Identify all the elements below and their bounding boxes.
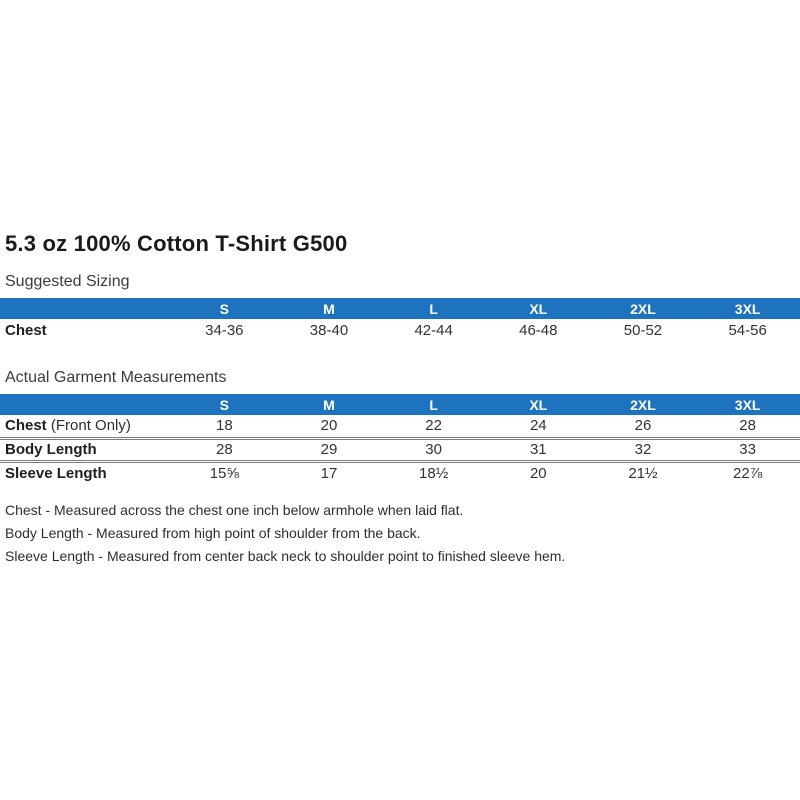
table-row-chest-front-only: Chest (Front Only) 18 20 22 24 26 28 bbox=[0, 415, 800, 438]
size-header-empty-cell bbox=[0, 394, 172, 415]
row-label-body-length: Body Length bbox=[0, 436, 172, 461]
measurement-cell: 54-56 bbox=[728, 322, 767, 339]
measurement-cell: 17 bbox=[276, 459, 382, 484]
measurement-cell: 46-48 bbox=[519, 322, 558, 339]
measurement-cell: 28 bbox=[172, 436, 277, 461]
measurement-cell: 30 bbox=[381, 436, 486, 461]
note-sleeve-length: Sleeve Length - Measured from center bac… bbox=[5, 548, 566, 564]
measurement-cell: 26 bbox=[634, 417, 652, 435]
measurement-cell: 50-52 bbox=[623, 322, 663, 339]
size-column-header-3xl: 3XL bbox=[695, 298, 800, 319]
row-label-text: Sleeve Length bbox=[5, 464, 107, 482]
size-column-header-m: M bbox=[276, 298, 382, 319]
row-label-text: Chest bbox=[5, 417, 47, 435]
actual-measurements-table: S M L XL 2XL 3XL Chest (Front Only) 18 2… bbox=[0, 394, 800, 484]
measurement-cell: 24 bbox=[529, 417, 547, 435]
actual-measurements-label: Actual Garment Measurements bbox=[5, 369, 227, 386]
measurement-cell: 33 bbox=[695, 436, 800, 461]
size-column-header-2xl: 2XL bbox=[590, 394, 696, 415]
row-label-chest-front-only: Chest (Front Only) bbox=[0, 415, 172, 438]
measurement-cell: 22 bbox=[425, 417, 442, 435]
size-header-empty-cell bbox=[0, 298, 172, 319]
row-label-suffix: (Front Only) bbox=[46, 417, 131, 435]
suggested-sizing-table: S M L XL 2XL 3XL Chest 34-36 38-40 42-44… bbox=[0, 298, 800, 342]
note-chest: Chest - Measured across the chest one in… bbox=[5, 502, 464, 518]
size-column-header-l: L bbox=[381, 394, 486, 415]
section-spacer bbox=[0, 342, 800, 369]
actual-measurements-header-row: S M L XL 2XL 3XL bbox=[0, 394, 800, 415]
measurement-notes: Chest - Measured across the chest one in… bbox=[0, 499, 800, 568]
table-row-body-length: Body Length 28 29 30 31 32 33 bbox=[0, 436, 800, 461]
measurement-cell: 34-36 bbox=[205, 322, 244, 339]
measurement-cell: 22⅞ bbox=[695, 459, 800, 484]
measurement-cell: 18½ bbox=[381, 459, 486, 484]
measurement-cell: 18 bbox=[215, 417, 233, 435]
measurement-cell: 42-44 bbox=[414, 322, 453, 339]
page-title: 5.3 oz 100% Cotton T-Shirt G500 bbox=[5, 231, 348, 256]
suggested-sizing-label: Suggested Sizing bbox=[5, 273, 130, 290]
size-column-header-l: L bbox=[381, 298, 486, 319]
measurement-cell: 20 bbox=[485, 459, 591, 484]
measurement-cell: 15⅝ bbox=[172, 459, 277, 484]
size-column-header-s: S bbox=[172, 394, 277, 415]
suggested-sizing-header-row: S M L XL 2XL 3XL bbox=[0, 298, 800, 319]
row-label-text: Chest bbox=[5, 322, 47, 339]
row-label-text: Body Length bbox=[5, 441, 97, 458]
note-body-length: Body Length - Measured from high point o… bbox=[5, 525, 421, 541]
size-column-header-3xl: 3XL bbox=[695, 394, 800, 415]
table-row-chest: Chest 34-36 38-40 42-44 46-48 50-52 54-5… bbox=[0, 319, 800, 342]
row-label-sleeve-length: Sleeve Length bbox=[0, 459, 172, 484]
sizing-chart-content: 5.3 oz 100% Cotton T-Shirt G500 Suggeste… bbox=[0, 231, 800, 568]
measurement-cell: 20 bbox=[320, 417, 338, 435]
size-column-header-xl: XL bbox=[485, 298, 591, 319]
measurement-cell: 38-40 bbox=[309, 322, 349, 339]
measurement-cell: 29 bbox=[276, 436, 382, 461]
size-column-header-2xl: 2XL bbox=[590, 298, 696, 319]
measurement-cell: 28 bbox=[739, 417, 756, 435]
size-column-header-m: M bbox=[276, 394, 382, 415]
row-label-chest: Chest bbox=[0, 319, 172, 342]
measurement-cell: 31 bbox=[485, 436, 591, 461]
measurement-cell: 32 bbox=[590, 436, 696, 461]
table-row-sleeve-length: Sleeve Length 15⅝ 17 18½ 20 21½ 22⅞ bbox=[0, 459, 800, 484]
measurement-cell: 21½ bbox=[590, 459, 696, 484]
size-column-header-s: S bbox=[172, 298, 277, 319]
size-column-header-xl: XL bbox=[485, 394, 591, 415]
